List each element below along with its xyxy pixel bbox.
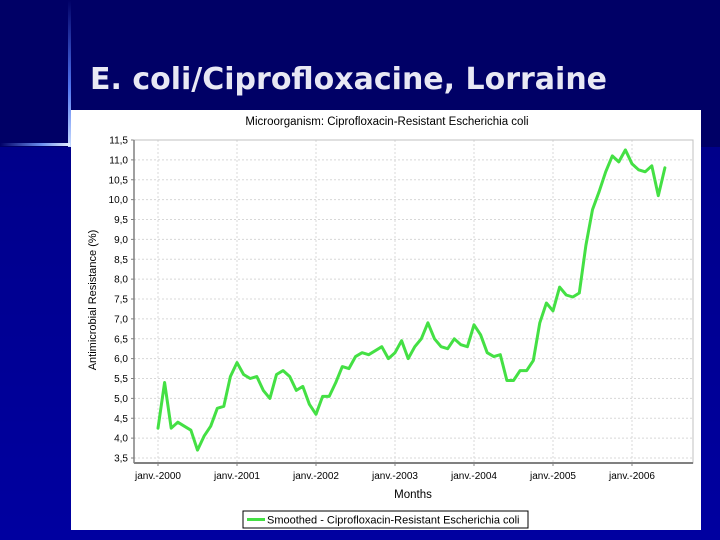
x-tick-label: janv.-2001 [213, 471, 260, 482]
y-tick-label: 5,5 [114, 374, 128, 385]
y-tick-label: 11,0 [109, 155, 128, 166]
legend-label: Smoothed - Ciprofloxacin-Resistant Esche… [267, 515, 520, 527]
x-tick-label: janv.-2003 [371, 471, 418, 482]
chart-grid [134, 139, 693, 463]
x-tick-label: janv.-2000 [134, 471, 181, 482]
x-axis-label: Months [394, 489, 432, 501]
decorative-horizontal-line [0, 143, 70, 146]
y-tick-label: 10,0 [109, 195, 129, 206]
plot-area-border [133, 139, 694, 464]
y-tick-label: 3,5 [114, 454, 128, 465]
legend-box [242, 510, 529, 529]
slide-title: E. coli/Ciprofloxacine, Lorraine [90, 62, 608, 97]
y-tick-label: 11,5 [109, 136, 128, 147]
x-tick-label: janv.-2002 [292, 471, 339, 482]
y-tick-label: 7,5 [114, 295, 128, 306]
x-axis-ticks: janv.-2000 janv.-2001 janv.-2002 janv.-2003… [134, 463, 655, 482]
y-tick-label: 4,0 [114, 434, 128, 445]
y-tick-label: 4,5 [114, 414, 128, 425]
x-tick-label: janv.-2006 [608, 471, 655, 482]
y-axis-label: Antimicrobial Resistance (%) [87, 230, 99, 371]
y-tick-label: 10,5 [109, 175, 129, 186]
chart-title: Microorganism: Ciprofloxacin-Resistant E… [245, 116, 528, 128]
x-tick-label: janv.-2005 [529, 471, 576, 482]
y-tick-label: 9,5 [114, 215, 128, 226]
x-tick-label: janv.-2004 [450, 471, 497, 482]
series-line-smoothed [156, 148, 667, 452]
y-axis-ticks: 3,5 4,0 4,5 5,0 5,5 6,0 6,5 7,0 7,5 8,0 8,5 9,0 9,5 1… [109, 136, 134, 465]
y-tick-label: 6,5 [114, 334, 128, 345]
y-tick-label: 9,0 [114, 235, 128, 246]
y-tick-label: 7,0 [114, 314, 128, 325]
line-chart: Microorganism: Ciprofloxacin-Resistant E… [87, 116, 694, 529]
y-tick-label: 8,5 [114, 255, 128, 266]
legend: Smoothed - Ciprofloxacin-Resistant Esche… [242, 510, 529, 529]
decorative-vertical-line [68, 0, 71, 147]
y-tick-label: 5,0 [114, 394, 128, 405]
chart-panel: Microorganism: Ciprofloxacin-Resistant E… [71, 110, 701, 530]
y-tick-label: 8,0 [114, 275, 128, 286]
y-tick-label: 6,0 [114, 354, 128, 365]
